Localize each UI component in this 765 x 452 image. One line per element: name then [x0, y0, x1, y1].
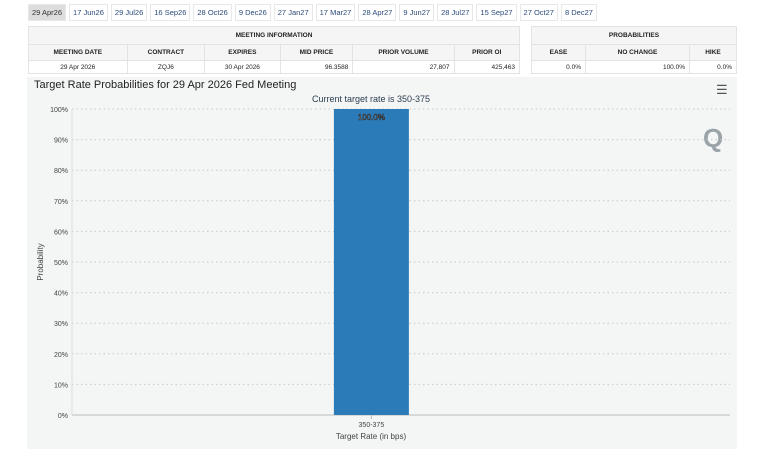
col-header: EXPIRES	[204, 44, 281, 61]
prior-volume: 27,807	[352, 60, 455, 74]
tab-28-apr27[interactable]: 28 Apr27	[358, 4, 397, 21]
chart-title: Target Rate Probabilities for 29 Apr 202…	[34, 79, 297, 91]
tab-9-dec26[interactable]: 9 Dec26	[234, 4, 271, 21]
tab-15-sep27[interactable]: 15 Sep27	[476, 4, 517, 21]
tab-28-jul27[interactable]: 28 Jul27	[437, 4, 474, 21]
y-tick-label: 80%	[54, 168, 68, 175]
y-tick-label: 100%	[50, 107, 68, 114]
tab-16-sep26[interactable]: 16 Sep26	[150, 4, 191, 21]
meeting-info-title: MEETING INFORMATION	[28, 26, 520, 45]
y-tick-label: 20%	[54, 352, 68, 359]
col-header: EASE	[531, 44, 586, 61]
col-header: PRIOR OI	[453, 44, 521, 61]
y-axis-title: Probability	[36, 243, 45, 280]
chart-panel: Target Rate Probabilities for 29 Apr 202…	[27, 77, 737, 449]
tab-8-dec27[interactable]: 8 Dec27	[560, 4, 597, 21]
chart-subtitle: Current target rate is 350-375	[312, 94, 430, 104]
col-header: PRIOR VOLUME	[352, 44, 455, 61]
y-tick-label: 10%	[54, 382, 68, 389]
col-header: CONTRACT	[126, 44, 206, 61]
y-tick-label: 60%	[54, 229, 68, 236]
meeting-date: 29 Apr 2026	[28, 60, 128, 74]
col-header: MEETING DATE	[28, 44, 128, 61]
y-tick-label: 70%	[54, 199, 68, 206]
mid-price: 96.3588	[279, 60, 354, 74]
y-tick-label: 40%	[54, 291, 68, 298]
contract: ZQJ6	[126, 60, 206, 74]
meeting-information-table: MEETING INFORMATION MEETING DATE CONTRAC…	[28, 26, 521, 74]
y-tick-label: 90%	[54, 138, 68, 145]
meeting-date-tabs: 29 Apr26 17 Jun26 29 Jul26 16 Sep26 28 Oct26…	[28, 4, 597, 21]
probabilities-table: PROBABILITIES EASE NO CHANGE HIKE 0.0% 1…	[531, 26, 737, 74]
probabilities-title: PROBABILITIES	[531, 26, 737, 45]
hike-prob: 0.0%	[689, 60, 737, 74]
col-header: MID PRICE	[279, 44, 354, 61]
tab-9-jun27[interactable]: 9 Jun27	[399, 4, 435, 21]
tab-28-oct26[interactable]: 28 Oct26	[193, 4, 232, 21]
tab-29-jul26[interactable]: 29 Jul26	[110, 4, 148, 21]
tab-17-jun26[interactable]: 17 Jun26	[69, 4, 108, 21]
tab-27-oct27[interactable]: 27 Oct27	[519, 4, 558, 21]
data-label: 100.0%	[358, 113, 385, 122]
tab-27-jan27[interactable]: 27 Jan27	[273, 4, 313, 21]
y-tick-label: 0%	[58, 413, 68, 420]
x-axis-title: Target Rate (in bps)	[336, 432, 407, 441]
bar-chart: Q 0% 10% 20% 30% 40% 50% 60% 70% 80% 90% 100% 100.0%…	[36, 94, 730, 441]
tab-17-mar27[interactable]: 17 Mar27	[315, 4, 356, 21]
prior-oi: 425,463	[453, 60, 521, 74]
col-header: NO CHANGE	[585, 44, 690, 61]
watermark-q-logo: Q	[703, 123, 723, 153]
expires: 30 Apr 2026	[204, 60, 281, 74]
y-tick-label: 30%	[54, 321, 68, 328]
x-tick-label: 350-375	[359, 422, 385, 429]
no-change-prob: 100.0%	[585, 60, 690, 74]
tab-29-apr26[interactable]: 29 Apr26	[28, 4, 67, 21]
y-tick-label: 50%	[54, 260, 68, 267]
col-header: HIKE	[689, 44, 737, 61]
hamburger-menu-icon[interactable]: ☰	[716, 82, 728, 97]
ease-prob: 0.0%	[531, 60, 586, 74]
bar-350-375	[333, 109, 409, 415]
